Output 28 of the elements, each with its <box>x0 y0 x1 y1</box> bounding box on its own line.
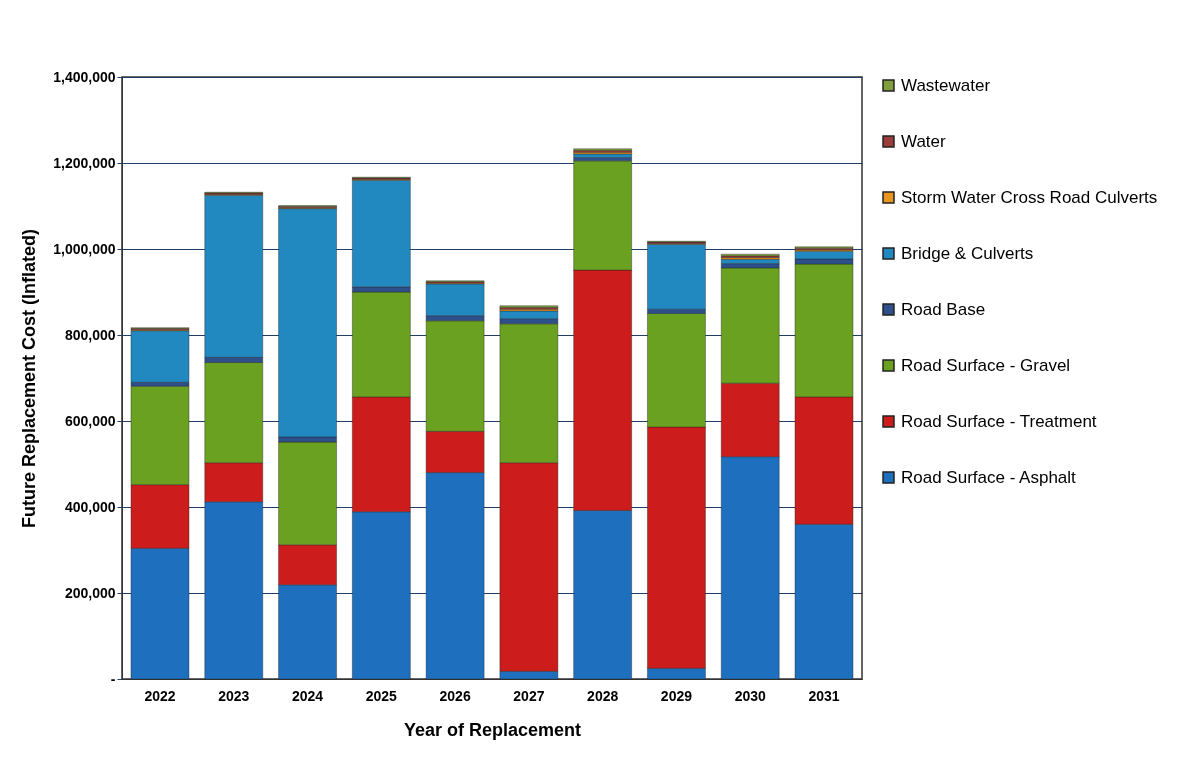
y-tick-label: 1,200,000 <box>53 154 116 171</box>
x-tick-label: 2024 <box>291 687 324 704</box>
y-tick-label: 600,000 <box>64 412 116 429</box>
y-axis-title: Future Replacement Cost (Inflated) <box>19 228 40 529</box>
legend-label: Road Surface - Asphalt <box>901 467 1077 487</box>
y-tick-label: 1,000,000 <box>53 240 116 257</box>
x-tick-label: 2028 <box>587 687 619 704</box>
y-tick-label: 400,000 <box>64 498 116 515</box>
y-tick-label: 1,400,000 <box>53 68 116 85</box>
legend-label: Water <box>901 131 947 151</box>
legend-label: Storm Water Cross Road Culverts <box>901 187 1158 207</box>
legend-label: Road Surface - Gravel <box>901 355 1071 375</box>
x-tick-label: 2031 <box>808 687 840 704</box>
x-tick-label: 2023 <box>218 687 250 704</box>
x-tick-label: 2025 <box>365 687 398 704</box>
legend-label: Bridge & Culverts <box>901 243 1034 263</box>
x-tick-label: 2022 <box>144 687 176 704</box>
legend-label: Road Base <box>901 299 986 319</box>
legend-label: Road Surface - Treatment <box>901 411 1097 431</box>
legend-label: Wastewater <box>901 75 991 95</box>
x-tick-label: 2029 <box>660 687 693 704</box>
x-tick-label: 2030 <box>734 687 767 704</box>
x-axis-title: Year of Replacement <box>403 719 582 740</box>
y-tick-label: - <box>110 670 116 687</box>
y-tick-label: 200,000 <box>64 584 116 601</box>
x-tick-label: 2026 <box>439 687 471 704</box>
x-tick-label: 2027 <box>513 687 545 704</box>
y-tick-label: 800,000 <box>64 326 116 343</box>
